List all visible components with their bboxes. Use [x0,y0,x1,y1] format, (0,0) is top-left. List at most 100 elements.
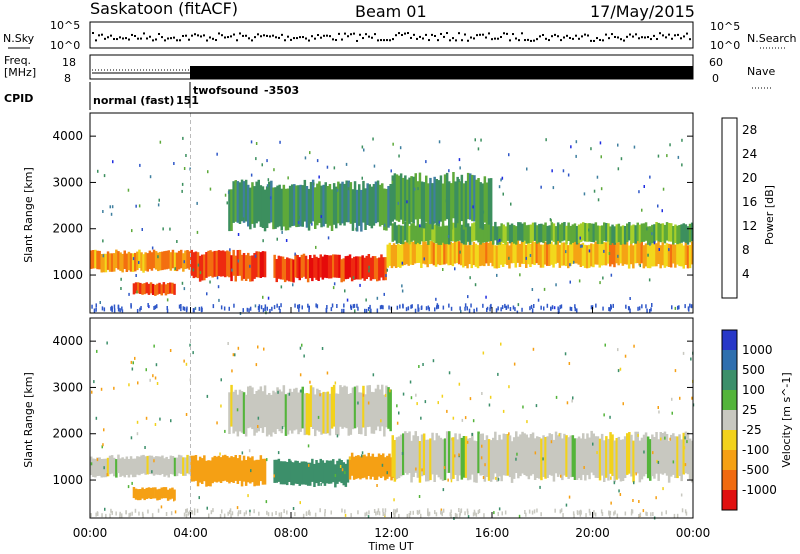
rti-cell [636,222,639,242]
rti-cell [588,223,591,242]
noise-point [617,36,619,39]
rti-cell [581,242,585,266]
rti-cell [373,256,377,280]
rti-cell [213,250,216,277]
rti-cell [253,394,256,436]
rti-floor [119,511,121,516]
rti-cell [315,460,318,484]
rti-cell [586,223,589,242]
rti-cell [389,184,392,226]
noise-point [497,37,499,40]
rti-cell [217,455,221,482]
rti-floor [233,303,235,308]
rti-cell [445,225,449,245]
rti-speck [389,389,391,393]
rti-floor [165,512,168,516]
rti-cell [539,244,543,268]
rti-cell [510,240,513,264]
rti-cell [315,256,318,280]
noise-point [359,33,361,36]
rti-speck [629,297,631,300]
noise-point [119,36,121,39]
rti-cell [512,225,516,244]
rti-cell [292,462,295,486]
rti-speck [467,295,469,299]
rti-cell [100,254,103,273]
rti-cell [520,240,524,264]
rti-floor [210,510,213,515]
rti-floor [275,511,277,515]
rti-cell [167,250,170,269]
rti-speck [437,401,439,405]
rti-cell [648,245,652,269]
rti-speck [539,485,541,489]
rti-speck [347,187,350,191]
rti-cell [141,487,144,499]
rti-cell [320,185,323,228]
freq-unit: [MHz] [4,66,36,79]
rti-cell [144,456,147,475]
rti-cell [514,244,517,268]
rti-cell [603,222,606,241]
noise-point [605,33,607,36]
noise-point [404,32,406,35]
rti-cell [110,253,114,272]
rti-cell [261,251,265,277]
rti-cell [623,241,627,265]
rti-cell [577,224,581,243]
power-ylabel: Slant Range [km] [22,167,35,263]
rti-cell [104,253,108,273]
noise-point [317,34,319,37]
rti-speck [480,138,482,142]
rti-cell [556,239,559,263]
rti-floor [366,511,368,516]
rti-floor [121,306,123,311]
nave-tick-bottom: 0 [712,72,719,85]
rti-cell [143,489,146,501]
rti-floor [352,304,355,309]
rti-cell [517,222,520,241]
rti-speck [386,471,388,475]
rti-cell [663,244,667,268]
time-xticks: 00:00 04:00 08:00 12:00 16:00 20:00 00:00 [73,307,710,540]
rti-floor [283,509,285,514]
rti-speck [241,451,244,455]
rti-speck [402,392,405,396]
rti-cell [255,251,258,278]
rti-cell [489,178,493,225]
rti-floor [466,306,468,311]
rti-speck [346,298,349,302]
rti-cell [460,174,464,222]
rti-cell [529,224,533,243]
rti-cell [106,457,110,477]
rti-speck [264,197,267,201]
rti-cell [293,184,296,226]
rti-floor [228,306,230,311]
rti-cell [558,244,562,268]
rti-cell [257,459,260,486]
noise-point [455,39,457,42]
rti-cell [121,253,124,273]
rti-cell [460,242,463,266]
rti-floor [500,307,502,312]
rti-cell [619,240,622,264]
rti-speck [635,472,637,476]
rti-speck [102,254,105,258]
rti-floor [396,305,399,310]
noise-point [191,34,193,37]
rti-speck [250,469,252,473]
rti-cell [418,239,421,263]
rti-cell [644,243,648,267]
rti-speck [485,295,487,299]
rti-cell [632,245,635,269]
rti-cell [203,455,206,482]
rti-cell [544,437,547,479]
rti-floor [428,511,431,516]
colorbar-swatch [722,410,737,431]
rti-floor [379,305,382,310]
rti-cell [263,385,267,428]
rti-speck [336,434,339,438]
rti-floor [482,303,484,308]
rti-cell [663,431,667,474]
rti-speck [610,476,612,480]
